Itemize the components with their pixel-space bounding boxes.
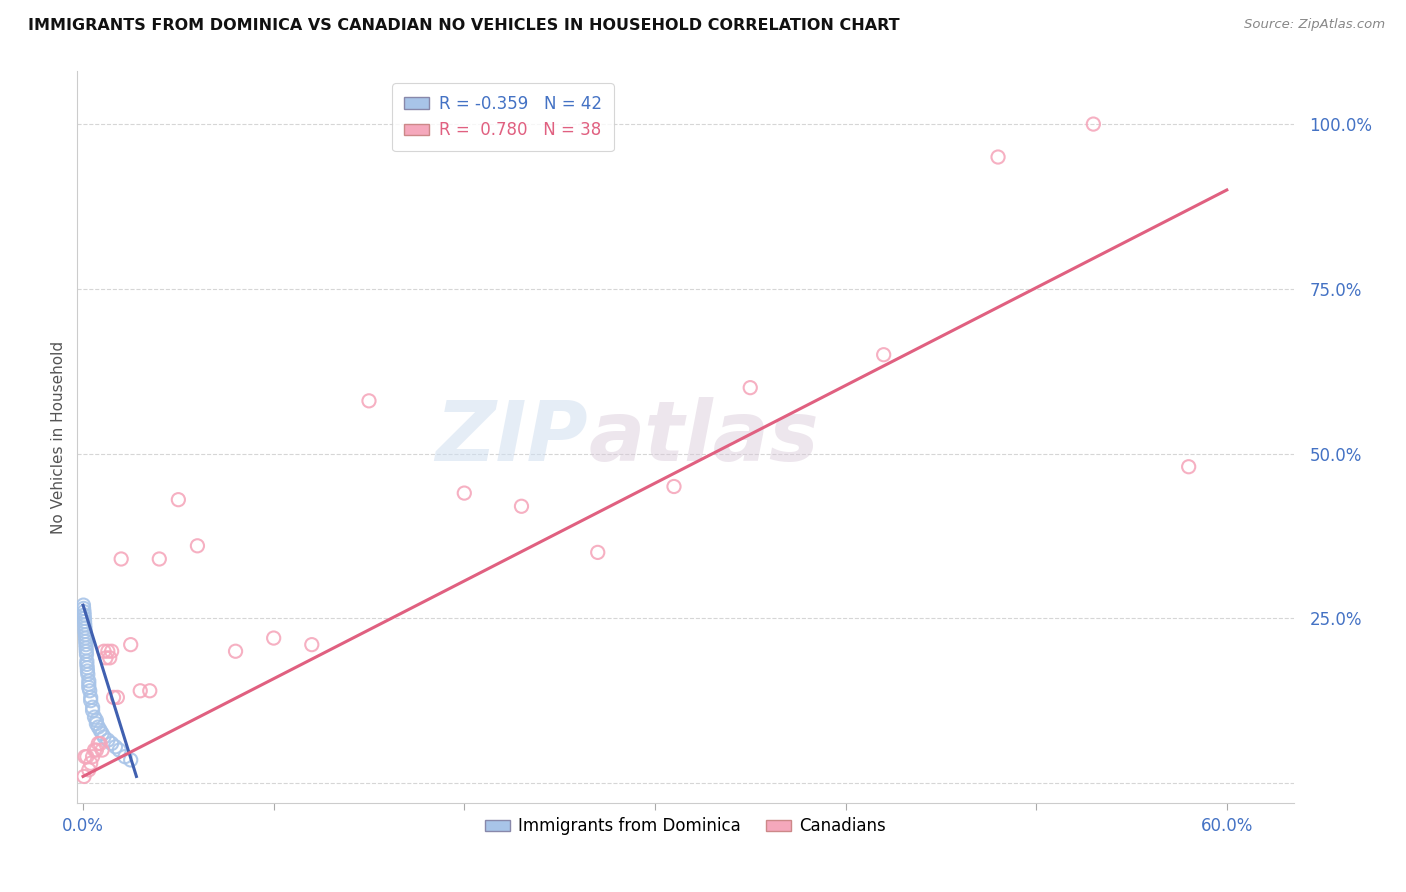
Point [73,611,96,625]
Point [139,683,162,698]
Point [110,552,132,566]
Point [86,743,108,757]
Point [72,601,94,615]
Point [225,644,247,658]
Point [662,479,685,493]
Point [120,638,142,652]
Point [120,753,142,767]
Point [83,710,105,724]
Point [873,348,896,362]
Text: Source: ZipAtlas.com: Source: ZipAtlas.com [1244,18,1385,31]
Text: atlas: atlas [588,397,818,477]
Point [87,720,110,734]
Point [1083,117,1105,131]
Point [93,730,115,744]
Point [82,700,104,714]
Point [114,749,136,764]
Point [89,723,111,738]
Point [586,545,609,559]
Point [108,743,131,757]
Y-axis label: No Vehicles in Household: No Vehicles in Household [51,341,66,533]
Point [82,749,104,764]
Point [77,681,100,695]
Point [86,716,108,731]
Point [103,690,125,705]
Point [93,644,115,658]
Point [76,749,98,764]
Point [94,650,117,665]
Point [75,640,97,655]
Point [75,638,97,652]
Point [105,690,128,705]
Point [75,644,97,658]
Point [167,492,190,507]
Point [77,763,100,777]
Point [740,381,762,395]
Legend: Immigrants from Dominica, Canadians: Immigrants from Dominica, Canadians [478,811,893,842]
Point [76,648,98,662]
Point [76,664,98,678]
Point [72,598,94,612]
Point [75,628,97,642]
Point [97,733,120,747]
Point [91,743,114,757]
Point [100,737,122,751]
Point [77,677,100,691]
Point [73,624,96,639]
Point [83,743,105,757]
Point [76,657,98,672]
Point [987,150,1010,164]
Text: ZIP: ZIP [436,397,588,477]
Point [73,749,96,764]
Point [73,605,96,619]
Point [91,726,114,740]
Point [98,650,121,665]
Point [301,638,323,652]
Point [104,739,127,754]
Point [186,539,208,553]
Point [73,621,96,635]
Point [87,737,110,751]
Point [73,615,96,629]
Point [79,683,101,698]
Point [510,500,533,514]
Point [73,618,96,632]
Point [73,607,96,622]
Point [100,644,122,658]
Point [453,486,475,500]
Point [86,714,108,728]
Point [1177,459,1199,474]
Point [73,769,96,783]
Point [263,631,285,645]
Point [357,393,380,408]
Point [75,631,97,645]
Point [77,673,100,688]
Point [75,634,97,648]
Point [129,683,152,698]
Point [79,693,101,707]
Point [76,654,98,668]
Text: IMMIGRANTS FROM DOMINICA VS CANADIAN NO VEHICLES IN HOUSEHOLD CORRELATION CHART: IMMIGRANTS FROM DOMINICA VS CANADIAN NO … [28,18,900,33]
Point [97,644,120,658]
Point [82,704,104,718]
Point [79,756,101,771]
Point [76,667,98,681]
Point [76,661,98,675]
Point [89,737,111,751]
Point [148,552,170,566]
Point [79,690,101,705]
